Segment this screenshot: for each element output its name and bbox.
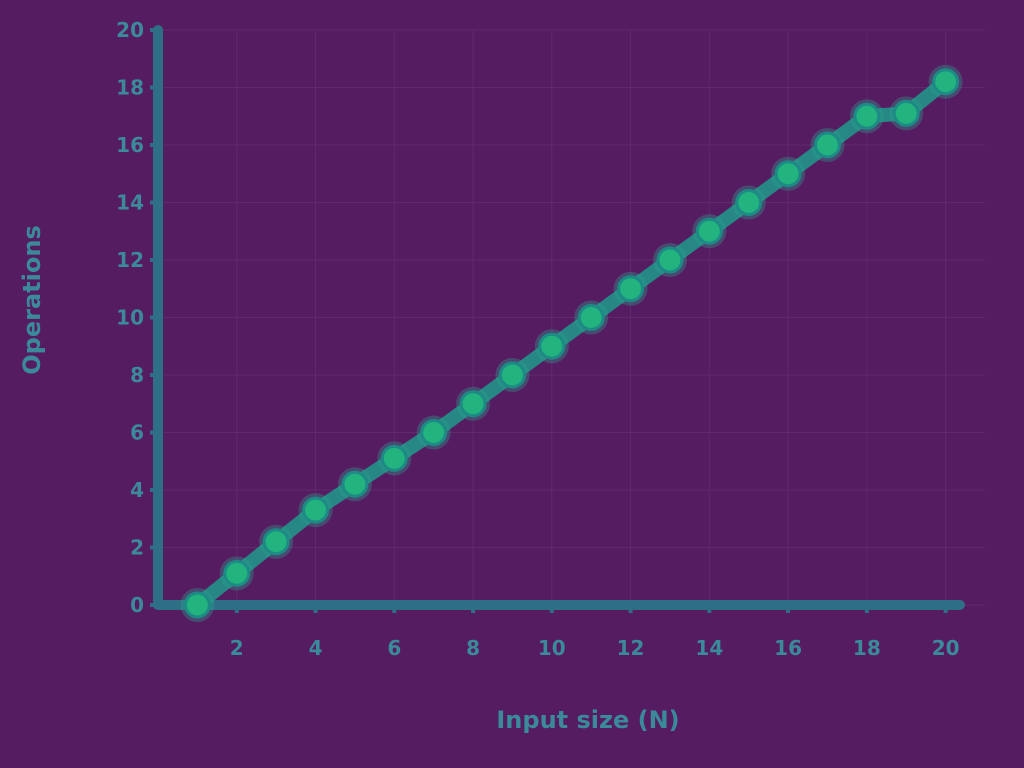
y-tick-label-8: 16 — [116, 133, 144, 157]
y-tick-label-0: 0 — [130, 593, 144, 617]
x-tick-label-8: 18 — [853, 636, 881, 660]
data-point — [223, 559, 251, 587]
y-tick-label-7: 14 — [116, 191, 144, 215]
data-point — [420, 419, 448, 446]
data-point — [341, 470, 369, 498]
y-tick-label-3: 6 — [130, 421, 144, 445]
x-tick-label-2: 6 — [387, 636, 401, 660]
x-tick-label-6: 14 — [695, 636, 723, 660]
data-point — [380, 444, 408, 472]
data-point — [183, 591, 211, 619]
data-point — [813, 131, 841, 159]
data-point — [656, 246, 684, 274]
data-point — [498, 361, 526, 389]
x-axis-ticks: 2 4 6 8 10 12 14 16 18 20 — [230, 605, 960, 660]
data-point — [932, 68, 960, 96]
series-layer — [180, 64, 963, 622]
y-tick-label-5: 10 — [116, 306, 144, 330]
data-point — [892, 99, 920, 127]
data-point — [262, 528, 290, 556]
y-tick-label-9: 18 — [116, 76, 144, 100]
data-point — [695, 217, 723, 245]
x-tick-label-0: 2 — [230, 636, 244, 660]
data-point — [459, 390, 487, 418]
y-tick-label-1: 2 — [130, 536, 144, 560]
y-tick-label-6: 12 — [116, 248, 144, 272]
data-point — [302, 496, 330, 524]
x-tick-label-1: 4 — [309, 636, 323, 660]
y-tick-label-2: 4 — [130, 478, 144, 502]
y-axis-title: Operations — [18, 225, 46, 374]
data-point — [774, 160, 802, 188]
x-tick-label-5: 12 — [617, 636, 645, 660]
x-tick-label-3: 8 — [466, 636, 480, 660]
data-point — [735, 189, 763, 216]
x-axis-title: Input size (N) — [496, 706, 679, 734]
data-point — [853, 102, 881, 130]
data-point — [538, 332, 566, 360]
data-point — [577, 304, 605, 331]
y-tick-label-4: 8 — [130, 363, 144, 387]
data-point — [617, 275, 645, 303]
y-tick-label-10: 20 — [116, 18, 144, 42]
y-axis-ticks: 0 2 4 6 8 10 12 14 16 18 20 — [116, 18, 158, 617]
x-tick-label-9: 20 — [932, 636, 960, 660]
x-tick-label-4: 10 — [538, 636, 566, 660]
x-tick-label-7: 16 — [774, 636, 802, 660]
